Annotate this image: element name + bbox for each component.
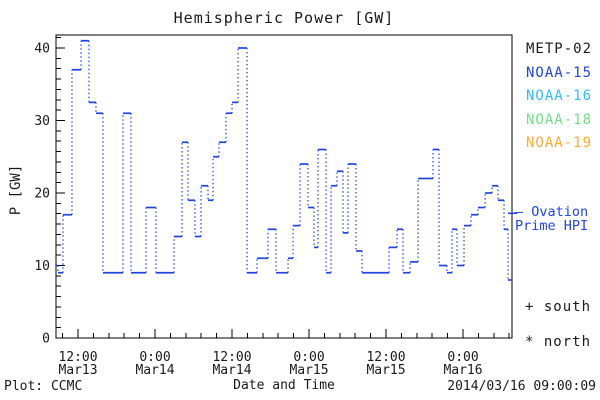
x-tick-time: 12:00 — [212, 350, 251, 365]
plot-credit: Plot: CCMC — [4, 379, 83, 394]
x-tick-date: Mar15 — [366, 363, 405, 378]
x-tick-time: 0:00 — [139, 350, 170, 365]
x-tick-time: 0:00 — [293, 350, 324, 365]
x-tick-time: 12:00 — [366, 350, 405, 365]
x-tick-time: 12:00 — [58, 350, 97, 365]
ovation-line2: Prime HPI — [515, 217, 589, 234]
x-tick-date: Mar14 — [135, 363, 174, 378]
y-tick-label: 10 — [34, 259, 50, 274]
plot-timestamp: 2014/03/16 09:00:09 — [447, 379, 596, 394]
satellite-legend: METP-02 NOAA-15 NOAA-16 NOAA-18 NOAA-19 — [526, 41, 592, 159]
legend-item-noaa-16: NOAA-16 — [526, 88, 593, 104]
y-tick-label: 20 — [34, 187, 50, 202]
chart-title: Hemispheric Power [GW] — [173, 9, 395, 27]
x-tick-date: Mar16 — [443, 363, 482, 378]
legend-item-noaa-19: NOAA-19 — [526, 135, 593, 151]
hemisphere-marker-legend: + south * north — [525, 299, 591, 350]
y-tick-label: 40 — [34, 42, 50, 57]
ovation-line1: – Ovation — [515, 204, 589, 220]
x-tick-date: Mar15 — [289, 363, 328, 378]
x-tick-date: Mar13 — [58, 363, 97, 378]
legend-item-noaa-15: NOAA-15 — [526, 64, 593, 81]
marker-north: * north — [525, 334, 592, 350]
ovation-prime-label: – Ovation Prime HPI — [515, 204, 589, 234]
x-tick-date: Mar14 — [212, 363, 251, 378]
legend-item-metp-02: METP-02 — [526, 41, 593, 57]
marker-south: + south — [525, 299, 592, 315]
legend-item-noaa-18: NOAA-18 — [526, 111, 593, 128]
y-tick-label: 30 — [34, 114, 50, 129]
x-axis-label: Date and Time — [233, 378, 335, 393]
x-tick-time: 0:00 — [447, 350, 478, 365]
y-tick-label: 0 — [42, 332, 50, 347]
y-axis-label: P [GW] — [8, 164, 24, 216]
